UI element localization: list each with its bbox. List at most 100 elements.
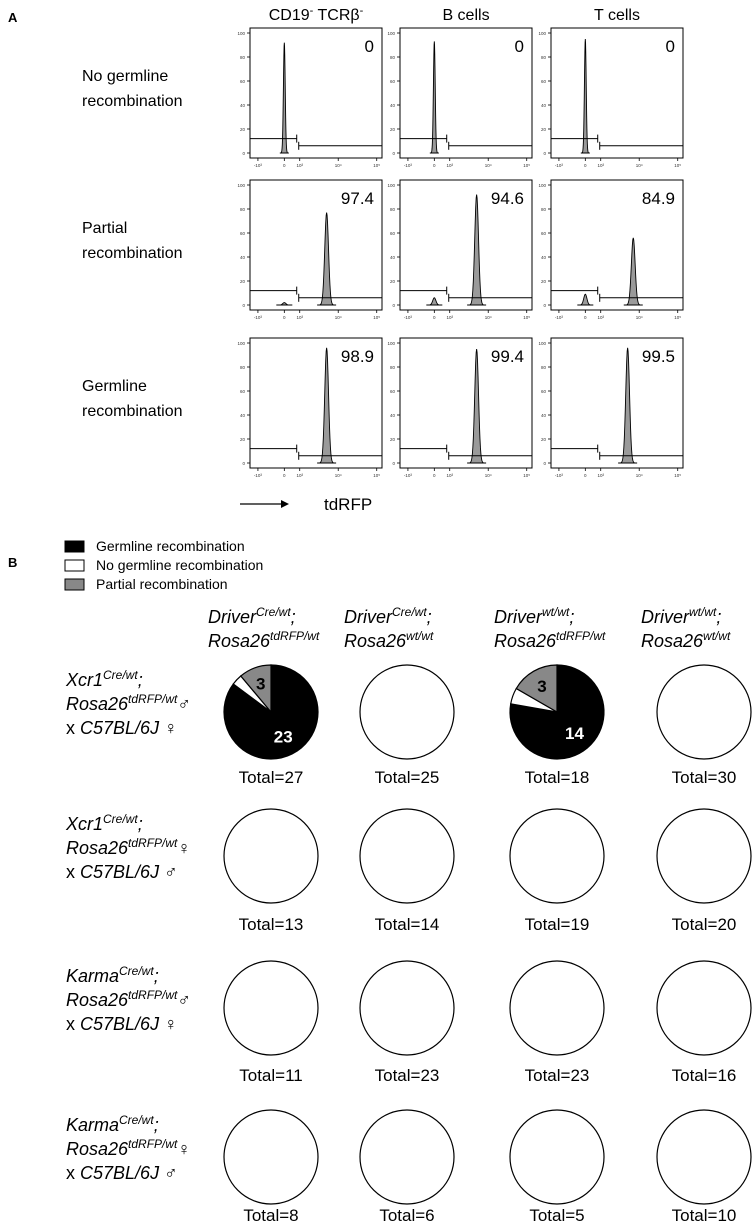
panel-b-label: B	[8, 555, 17, 570]
x-tick-label: -10³	[555, 315, 564, 320]
histogram-peak	[279, 42, 289, 154]
y-tick-label: 0	[242, 303, 245, 308]
y-tick-label: 0	[392, 151, 395, 156]
x-tick-label: 10⁴	[636, 473, 643, 478]
pie-chart	[223, 960, 319, 1056]
row-label-b: KarmaCre/wt;	[66, 1113, 159, 1135]
sex-symbol: ♀	[159, 1014, 178, 1034]
y-tick-label: 60	[390, 389, 396, 394]
column-header-text: CD19	[269, 7, 310, 24]
plot-frame	[399, 337, 533, 469]
legend-swatch	[64, 540, 85, 553]
y-tick-label: 100	[538, 183, 546, 188]
legend-label: No germline recombination	[96, 557, 263, 573]
x-tick-label: 0	[584, 163, 587, 168]
y-tick-label: 40	[240, 413, 246, 418]
y-tick-label: 100	[237, 31, 245, 36]
y-tick-label: 60	[541, 389, 547, 394]
pie-chart	[509, 808, 605, 904]
total-label: Total=18	[525, 768, 590, 787]
plot-frame	[249, 179, 383, 311]
x-tick-label: -10³	[404, 473, 413, 478]
y-tick-label: 20	[390, 127, 396, 132]
x-tick-label: -10³	[254, 163, 263, 168]
percent-positive-label: 0	[515, 37, 524, 56]
gene-text: Karma	[66, 966, 119, 986]
x-tick-label: 10⁵	[373, 473, 380, 478]
gene-text: Rosa26	[66, 1139, 129, 1159]
row-label-a: recombination	[82, 245, 183, 262]
column-header-text: B cells	[442, 7, 489, 24]
y-tick-label: 60	[240, 231, 246, 236]
y-tick-label: 100	[237, 183, 245, 188]
y-tick-label: 80	[541, 207, 547, 212]
y-tick-label: 80	[240, 55, 246, 60]
pie-slice-label: 23	[274, 727, 293, 746]
gene-text: Rosa26	[66, 838, 129, 858]
pie-slice	[223, 1109, 319, 1205]
row-label-b: KarmaCre/wt;	[66, 964, 159, 986]
y-tick-label: 100	[237, 341, 245, 346]
y-tick-label: 0	[392, 461, 395, 466]
percent-positive-label: 94.6	[491, 189, 524, 208]
pie-slice	[656, 1109, 752, 1205]
x-tick-label: 10⁴	[335, 473, 342, 478]
y-tick-label: 100	[387, 183, 395, 188]
column-header-b: Driverwt/wt;	[641, 605, 721, 627]
sex-symbol: ♂	[177, 694, 191, 714]
plot-frame	[550, 179, 684, 311]
row-label-a: Germline	[82, 378, 147, 395]
gene-sup: Cre/wt	[103, 812, 138, 826]
x-tick-label: 0	[283, 473, 286, 478]
column-header-a: CD19- TCRβ-	[269, 5, 364, 24]
x-axis-label-tdrfp: tdRFP	[324, 495, 372, 514]
y-tick-label: 60	[541, 231, 547, 236]
y-tick-label: 80	[390, 365, 396, 370]
percent-positive-label: 0	[666, 37, 675, 56]
y-tick-label: 0	[242, 151, 245, 156]
sex-symbol: ♂	[159, 1163, 178, 1183]
x-tick-label: 10⁴	[485, 315, 492, 320]
sex-symbol: ♀	[177, 1139, 191, 1159]
plot-frame	[399, 179, 533, 311]
total-label: Total=23	[525, 1066, 590, 1085]
histogram-panel: 100 80 60 40 20 0 -10³ 0 10³ 10⁴ 10⁵ 0	[387, 27, 533, 168]
pie-slice	[359, 1109, 455, 1205]
row-label-a: recombination	[82, 403, 183, 420]
genotype-sup: tdRFP/wt	[556, 629, 606, 643]
pie-slice	[223, 808, 319, 904]
pie-slice-label: 3	[537, 677, 546, 696]
percent-positive-label: 84.9	[642, 189, 675, 208]
pie-chart	[656, 1109, 752, 1205]
column-header-sup: -	[360, 5, 364, 17]
x-tick-label: 0	[433, 315, 436, 320]
x-tick-label: 10³	[446, 163, 453, 168]
gene-text: ;	[138, 814, 143, 834]
y-tick-label: 60	[390, 79, 396, 84]
total-label: Total=25	[375, 768, 440, 787]
total-label: Total=23	[375, 1066, 440, 1085]
x-tick-label: 10³	[296, 315, 303, 320]
histogram-panel: 100 80 60 40 20 0 -10³ 0 10³ 10⁴ 10⁵ 0	[237, 27, 383, 168]
pie-chart	[656, 664, 752, 760]
genotype-text: ;	[716, 607, 721, 627]
total-label: Total=14	[375, 915, 440, 934]
y-tick-label: 100	[387, 31, 395, 36]
legend-swatch	[64, 578, 85, 591]
pie-slice	[359, 664, 455, 760]
x-tick-label: 10⁴	[335, 315, 342, 320]
plot-frame	[249, 337, 383, 469]
y-tick-label: 80	[390, 207, 396, 212]
genotype-text: Rosa26	[641, 631, 704, 651]
x-tick-label: 10⁴	[485, 473, 492, 478]
column-header-b: Rosa26wt/wt	[344, 629, 434, 651]
row-label-b: x C57BL/6J ♀	[66, 718, 178, 738]
cross-strain: C57BL/6J	[80, 1163, 160, 1183]
total-label: Total=16	[672, 1066, 737, 1085]
total-label: Total=30	[672, 768, 737, 787]
percent-positive-label: 0	[365, 37, 374, 56]
genotype-text: Rosa26	[494, 631, 557, 651]
cross-strain: C57BL/6J	[80, 718, 160, 738]
y-tick-label: 20	[240, 279, 246, 284]
